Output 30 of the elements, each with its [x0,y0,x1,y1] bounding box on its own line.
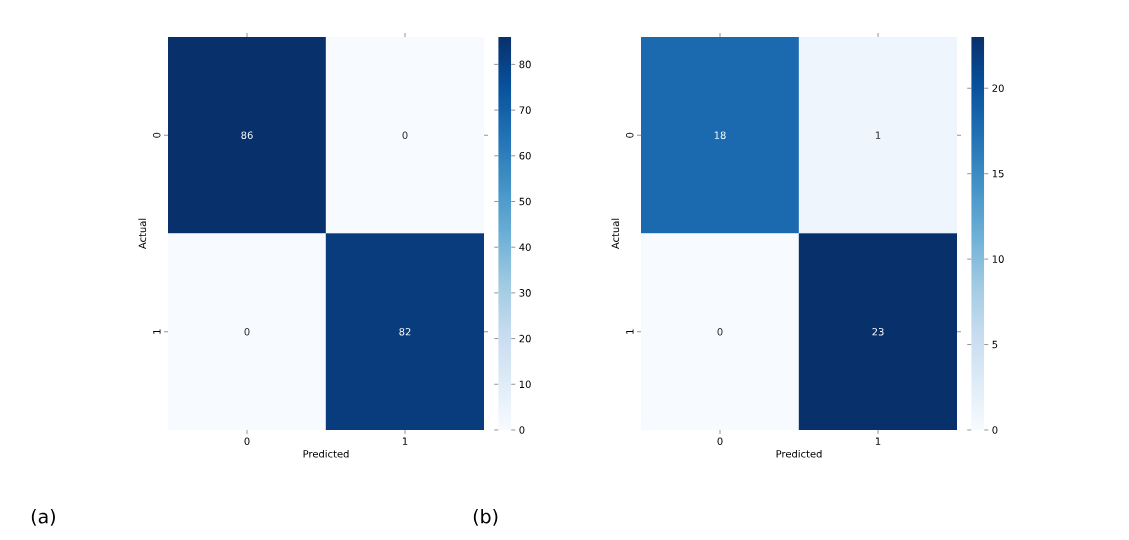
color-bar-label: 10 [992,255,1004,263]
x-axis-title: Predicted [776,449,822,458]
x-tick-label: 1 [402,437,408,445]
y-axis-title: Actual [138,218,147,250]
y-axis-title: Actual [611,218,620,250]
color-bar-label: 20 [519,334,531,343]
color-bar-label: 50 [519,197,531,206]
color-bar-label: 0 [992,426,998,434]
data-label: 82 [399,327,411,336]
x-tick-label: 0 [244,437,250,446]
text: (b) [473,508,498,526]
color-bar-label: 30 [519,289,531,297]
data-label: 86 [241,131,253,140]
color-bar-label: 10 [519,380,531,389]
data-label: 23 [872,327,884,336]
color-bar-label: 20 [992,84,1004,93]
data-label: 0 [717,327,723,336]
color-bar-label: 5 [992,340,998,349]
x-axis-title: Predicted [303,449,349,458]
color-bar-label: 40 [519,243,531,251]
color-bar-label: 70 [519,106,531,114]
data-label: 18 [714,131,726,140]
data-label: 0 [244,327,250,336]
color-bar-label: 15 [992,169,1004,178]
color-bar-label: 60 [519,152,531,160]
color-bar-label: 0 [519,426,525,434]
color-bar-label: 80 [519,60,531,69]
text: (a) [31,508,55,526]
x-tick-label: 1 [875,437,881,445]
x-tick-label: 0 [717,437,723,446]
